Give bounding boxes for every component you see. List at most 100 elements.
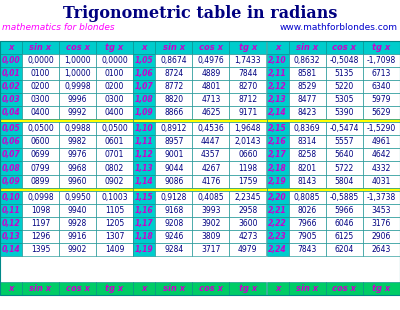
Bar (267, 191, 289, 204)
Bar (155, 67, 192, 80)
Text: tg x: tg x (372, 284, 390, 293)
Bar (326, 93, 363, 106)
Bar (192, 230, 229, 243)
Bar (96, 122, 133, 135)
Bar (59, 243, 96, 256)
Text: 0400: 0400 (105, 108, 124, 117)
Bar (133, 54, 155, 67)
Bar (289, 54, 326, 67)
Bar (155, 204, 192, 217)
Text: 0,08: 0,08 (2, 163, 20, 172)
Bar (22, 106, 59, 119)
Text: 0,09: 0,09 (2, 177, 20, 186)
Bar (267, 135, 289, 148)
Bar (133, 188, 267, 191)
Text: 5629: 5629 (372, 108, 391, 117)
Text: 2,22: 2,22 (268, 219, 287, 228)
Bar (96, 162, 133, 175)
Bar (363, 106, 400, 119)
Text: 6340: 6340 (372, 82, 391, 91)
Bar (229, 175, 266, 188)
Text: 8957: 8957 (164, 137, 184, 146)
Text: 2,2345: 2,2345 (234, 193, 261, 202)
Bar (229, 282, 266, 295)
Bar (229, 67, 266, 80)
Bar (229, 93, 266, 106)
Text: 0660: 0660 (238, 150, 258, 159)
Text: 4961: 4961 (372, 137, 391, 146)
Bar (22, 54, 59, 67)
Bar (155, 217, 192, 230)
Text: 0,8912: 0,8912 (161, 124, 187, 133)
Bar (0, 204, 22, 217)
Bar (59, 54, 96, 67)
Bar (229, 148, 266, 162)
Text: 0,04: 0,04 (2, 108, 20, 117)
Text: 0,07: 0,07 (2, 150, 20, 159)
Text: 1296: 1296 (31, 232, 50, 241)
Text: 0,4976: 0,4976 (198, 56, 224, 65)
Text: sin x: sin x (163, 43, 185, 52)
Text: 1098: 1098 (31, 206, 50, 215)
Text: 2,13: 2,13 (268, 95, 287, 104)
Bar (155, 54, 192, 67)
Text: 1,15: 1,15 (135, 193, 154, 202)
Bar (59, 41, 96, 54)
Bar (59, 135, 96, 148)
Text: 9982: 9982 (68, 137, 87, 146)
Text: 8423: 8423 (298, 108, 317, 117)
Text: -0,5474: -0,5474 (330, 124, 359, 133)
Text: 5804: 5804 (334, 177, 354, 186)
Bar (59, 93, 96, 106)
Bar (0, 93, 22, 106)
Text: 5557: 5557 (334, 137, 354, 146)
Bar (0, 230, 22, 243)
Text: 9171: 9171 (238, 108, 258, 117)
Bar (155, 162, 192, 175)
Bar (289, 41, 326, 54)
Bar (133, 282, 155, 295)
Bar (326, 135, 363, 148)
Bar (133, 243, 155, 256)
Text: cos x: cos x (66, 43, 90, 52)
Bar (289, 135, 326, 148)
Bar (192, 67, 229, 80)
Text: Trigonometric table in radians: Trigonometric table in radians (63, 6, 337, 23)
Text: 1,0000: 1,0000 (64, 69, 91, 78)
Bar (155, 106, 192, 119)
Text: 0,0998: 0,0998 (27, 193, 54, 202)
Bar (363, 148, 400, 162)
Bar (289, 93, 326, 106)
Text: 1,17: 1,17 (135, 219, 154, 228)
Bar (96, 175, 133, 188)
Bar (22, 135, 59, 148)
Text: 0,10: 0,10 (2, 193, 20, 202)
Bar (59, 204, 96, 217)
Bar (0, 175, 22, 188)
Text: 0600: 0600 (31, 137, 50, 146)
Text: 0,02: 0,02 (2, 82, 20, 91)
Bar (0, 191, 22, 204)
Bar (363, 282, 400, 295)
Bar (192, 54, 229, 67)
Text: tg x: tg x (105, 43, 124, 52)
Bar (96, 54, 133, 67)
Text: sin x: sin x (30, 284, 52, 293)
Bar (229, 135, 266, 148)
Text: 9996: 9996 (68, 95, 87, 104)
Text: 2,0143: 2,0143 (234, 137, 261, 146)
Bar (326, 191, 363, 204)
Bar (155, 230, 192, 243)
Text: 4273: 4273 (238, 232, 258, 241)
Text: 7966: 7966 (298, 219, 317, 228)
Text: 0100: 0100 (31, 69, 50, 78)
Text: tg x: tg x (105, 284, 124, 293)
Bar (0, 217, 22, 230)
Bar (267, 119, 400, 122)
Text: 1,09: 1,09 (135, 108, 154, 117)
Bar (289, 162, 326, 175)
Bar (267, 243, 289, 256)
Text: 8026: 8026 (298, 206, 317, 215)
Text: 8866: 8866 (164, 108, 184, 117)
Text: 9284: 9284 (164, 245, 184, 254)
